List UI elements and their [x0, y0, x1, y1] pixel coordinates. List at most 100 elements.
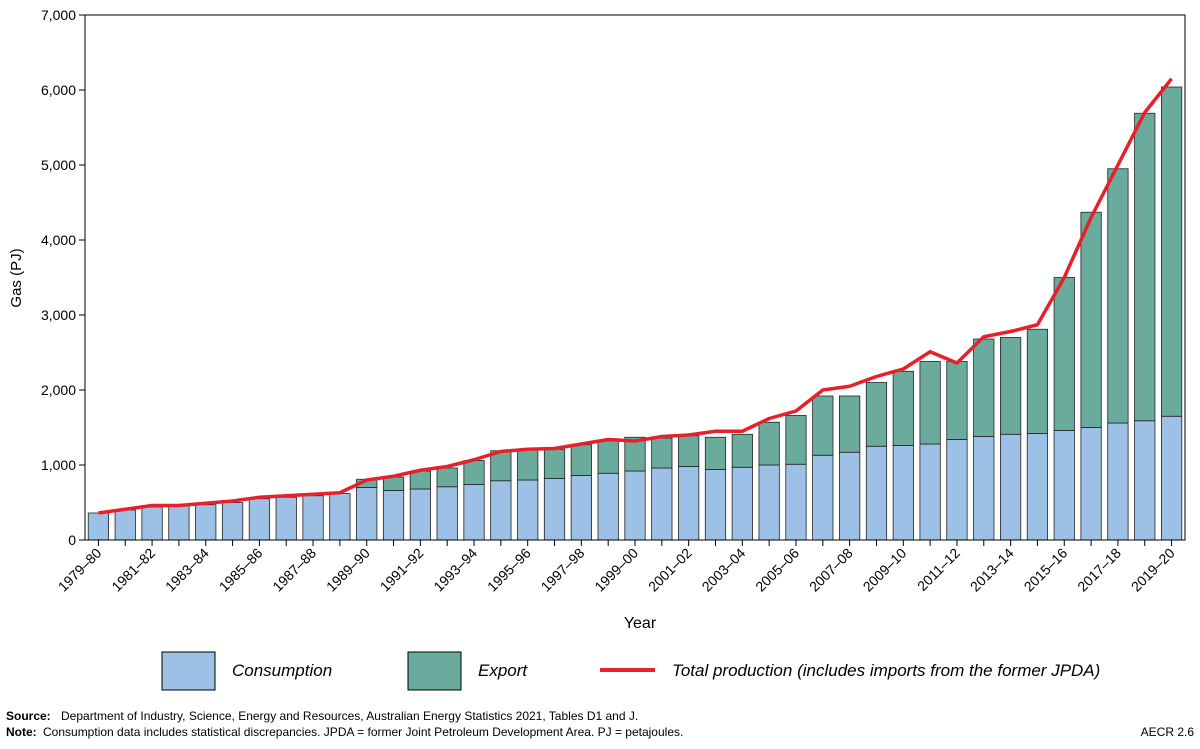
x-tick-label: 1989–90 — [323, 545, 373, 595]
bar — [275, 496, 297, 541]
line — [98, 77, 1173, 515]
y-axis-title: Gas (PJ) — [8, 248, 25, 307]
x-tick-label: 1997–98 — [538, 545, 588, 595]
x-tick-label: 1993–94 — [430, 545, 480, 595]
bar — [624, 470, 646, 541]
bar — [1107, 422, 1129, 541]
bar — [1053, 430, 1075, 541]
x-tick-label: 2013–14 — [967, 545, 1017, 595]
bar — [839, 395, 861, 453]
bar — [329, 493, 351, 541]
bar — [1000, 433, 1022, 541]
x-tick-label: 2009–10 — [860, 545, 910, 595]
bar — [785, 415, 807, 465]
x-tick-label: 1987–88 — [269, 545, 319, 595]
x-tick-label: 2015–16 — [1021, 545, 1071, 595]
bar — [919, 443, 941, 541]
bar — [1160, 86, 1183, 417]
bar — [570, 444, 592, 476]
bar — [490, 480, 512, 541]
x-tick-label: 2005–06 — [752, 545, 802, 595]
bar — [1080, 211, 1102, 428]
x-tick-label: 2017–18 — [1074, 545, 1124, 595]
bar — [839, 451, 861, 541]
y-tick-label: 0 — [68, 532, 76, 548]
y-tick-label: 6,000 — [41, 82, 76, 98]
bar — [409, 488, 431, 541]
bar — [356, 487, 378, 541]
bar — [597, 472, 619, 541]
bar — [1080, 427, 1102, 541]
bar — [758, 421, 780, 466]
bar — [651, 437, 673, 469]
legend-swatch — [161, 651, 216, 691]
y-tick-label: 7,000 — [41, 7, 76, 23]
legend: Consumption Export Total production (inc… — [161, 651, 1100, 691]
x-tick-label: 1985–86 — [216, 545, 266, 595]
bar — [946, 439, 968, 541]
bar — [892, 370, 914, 446]
bar — [946, 361, 968, 440]
x-tick-label: 1983–84 — [162, 545, 212, 595]
bar — [865, 382, 888, 447]
bar — [114, 509, 136, 541]
x-tick-label: 2019–20 — [1128, 545, 1178, 595]
x-tick-label: 1995–96 — [484, 545, 534, 595]
bar — [1134, 112, 1156, 422]
bar — [409, 470, 431, 490]
note-label: Note: — [6, 725, 37, 739]
bar — [168, 505, 190, 541]
bar — [678, 466, 700, 541]
bar — [812, 395, 834, 456]
bar — [1000, 337, 1022, 435]
bar — [1026, 328, 1049, 434]
bar — [1107, 168, 1129, 424]
bar — [731, 466, 753, 541]
bar — [570, 475, 592, 541]
y-tick-label: 4,000 — [41, 232, 76, 248]
y-tick-label: 3,000 — [41, 307, 76, 323]
bar — [678, 435, 700, 467]
bar — [973, 338, 995, 437]
bar — [517, 449, 539, 481]
bar — [731, 433, 753, 468]
x-tick-label: 1981–82 — [108, 545, 158, 595]
bar — [758, 464, 780, 541]
x-axis-title: Year — [624, 615, 657, 632]
x-tick-label: 1979–80 — [55, 545, 105, 595]
x-tick-label: 2007–08 — [806, 545, 856, 595]
bar — [463, 484, 485, 541]
figure-id: AECR 2.6 — [1141, 725, 1195, 739]
x-tick-label: 1991–92 — [377, 545, 427, 595]
y-tick-label: 2,000 — [41, 382, 76, 398]
bar — [543, 478, 566, 541]
legend-swatch — [407, 651, 462, 691]
legend-label: Total production (includes imports from … — [672, 661, 1100, 680]
y-tick-label: 1,000 — [41, 457, 76, 473]
bar — [973, 436, 995, 541]
bar — [812, 454, 834, 541]
bar — [517, 479, 539, 541]
bar — [436, 467, 458, 488]
bar — [221, 502, 244, 541]
note-text: Consumption data includes statistical di… — [43, 725, 683, 739]
bar — [87, 512, 110, 541]
bar — [1134, 420, 1156, 541]
x-tick-label: 2003–04 — [699, 545, 749, 595]
bar — [382, 490, 405, 541]
bar — [141, 506, 163, 541]
bar — [302, 495, 324, 541]
bar — [463, 460, 485, 485]
legend-label: Consumption — [232, 661, 332, 680]
x-tick-label: 2001–02 — [645, 545, 695, 595]
bar — [248, 498, 270, 541]
bar — [597, 440, 619, 474]
y-tick-label: 5,000 — [41, 157, 76, 173]
bar — [651, 467, 673, 541]
bar — [436, 486, 458, 541]
legend-label: Export — [478, 661, 528, 680]
bar — [1160, 415, 1183, 541]
bar — [892, 445, 914, 541]
x-tick-label: 1999–00 — [591, 545, 641, 595]
